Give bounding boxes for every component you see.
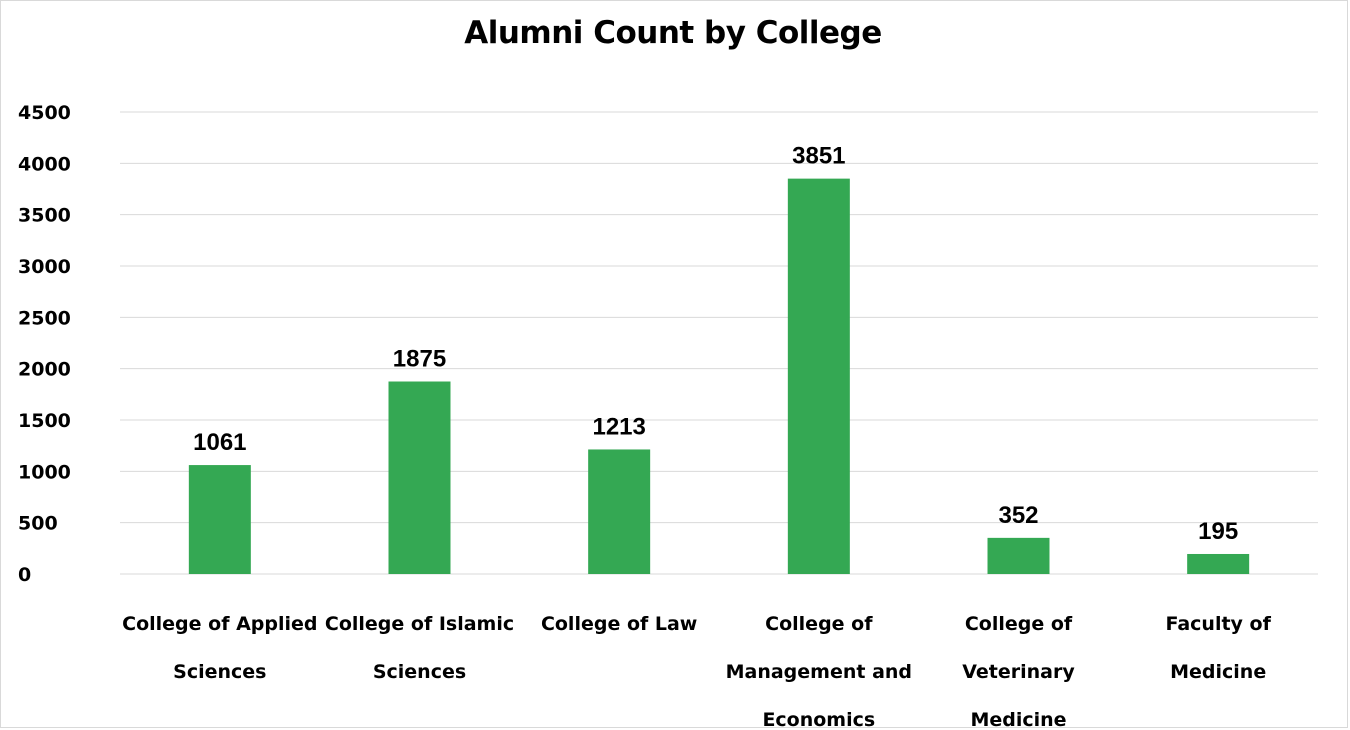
x-tick-label: College of Applied (122, 613, 317, 635)
data-label: 352 (998, 502, 1038, 529)
bar (1187, 553, 1250, 574)
bar (188, 465, 251, 574)
y-tick-label: 4000 (18, 153, 71, 175)
y-tick-label: 3500 (18, 205, 71, 227)
y-tick-label: 1500 (18, 410, 71, 432)
x-tick-label: Medicine (970, 709, 1066, 730)
chart-title: Alumni Count by College (464, 15, 882, 51)
data-label: 195 (1198, 518, 1238, 545)
x-tick-label: Medicine (1170, 661, 1266, 683)
data-label: 3851 (792, 143, 845, 170)
data-labels: 1061 1875 1213 3851 352 195 (193, 143, 1238, 545)
x-tick-label: Sciences (373, 661, 466, 683)
y-axis: 0 500 1000 1500 2000 2500 3000 3500 4000 4500 (18, 102, 71, 586)
y-tick-label: 2000 (18, 359, 71, 381)
x-tick-label: College of (965, 613, 1073, 635)
x-tick-label: Management and (726, 661, 912, 683)
x-tick-label: College of (765, 613, 873, 635)
data-label: 1875 (393, 346, 446, 373)
y-tick-label: 0 (18, 564, 31, 586)
data-label: 1061 (193, 429, 246, 456)
gridlines (120, 111, 1318, 575)
y-tick-label: 1000 (18, 461, 71, 483)
x-tick-label: College of Law (541, 613, 697, 635)
y-tick-label: 3000 (18, 256, 71, 278)
x-tick-label: Economics (762, 709, 875, 730)
bar (987, 537, 1050, 574)
bars (188, 178, 1250, 574)
x-tick-label: Faculty of (1165, 613, 1271, 635)
y-tick-label: 4500 (18, 102, 71, 124)
x-tick-label: Sciences (173, 661, 266, 683)
bar (388, 381, 451, 574)
y-tick-label: 2500 (18, 307, 71, 329)
x-tick-label: College of Islamic (325, 613, 514, 635)
x-axis: College of Applied Sciences College of Isl… (122, 613, 1271, 730)
bar (787, 178, 850, 574)
bar (588, 449, 651, 574)
data-label: 1213 (592, 413, 645, 440)
x-tick-label: Veterinary (962, 661, 1075, 683)
y-tick-label: 500 (18, 513, 58, 535)
